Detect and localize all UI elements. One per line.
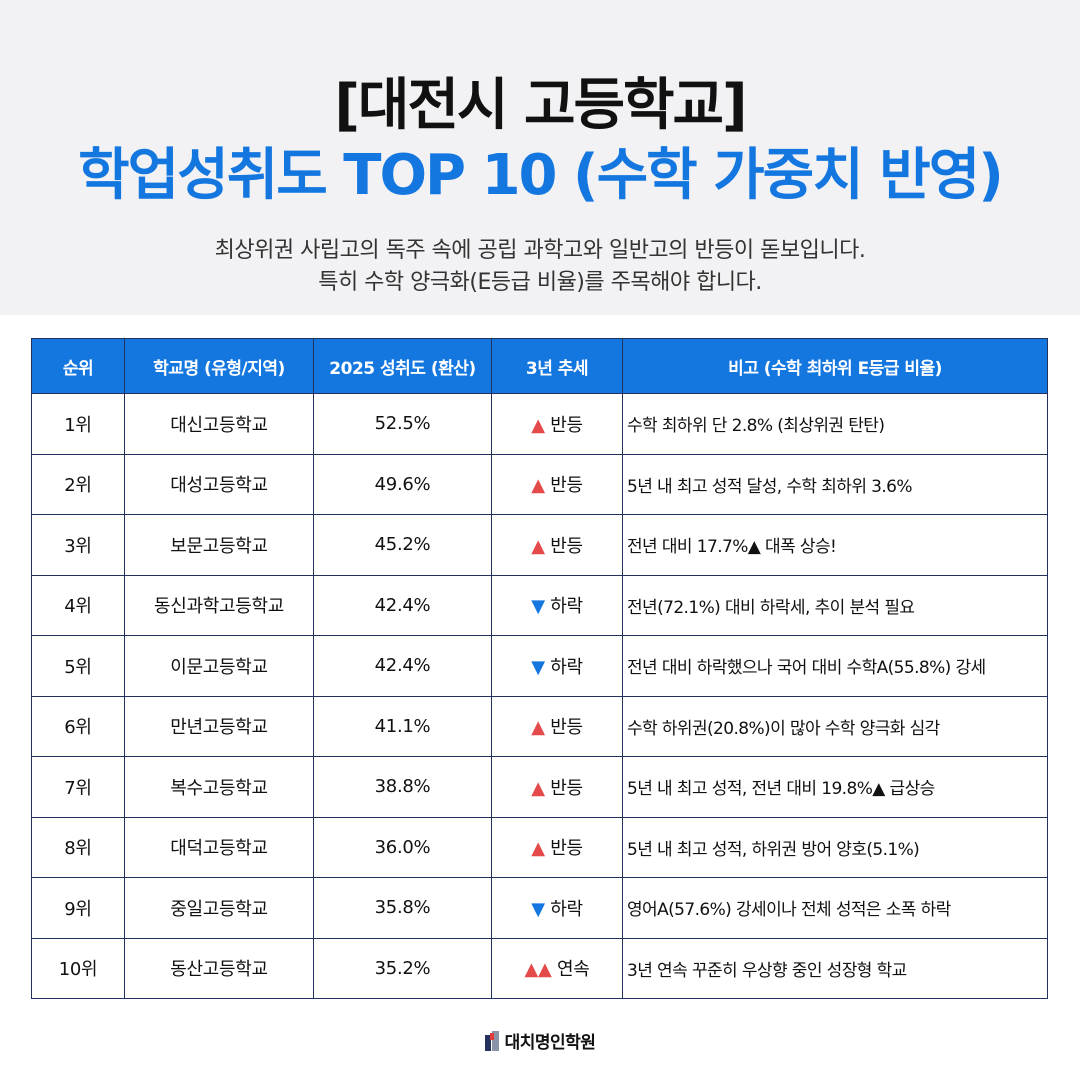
- description-line-1: 최상위권 사립고의 독주 속에 공립 과학고와 일반고의 반등이 돋보입니다.: [214, 238, 866, 263]
- trend-cell: ▼ 하락: [491, 877, 623, 939]
- column-header-score: 2025 성취도 (환산): [313, 338, 492, 394]
- rank-cell: 8위: [31, 816, 125, 878]
- brand-name: 대치명인학원: [504, 1033, 596, 1053]
- trend-up-icon: ▲: [531, 414, 545, 436]
- trend-label: 반등: [550, 535, 583, 557]
- table-body: 1위 대신고등학교 52.5% ▲ 반등 수학 최하위 단 2.8% (최상위권 탄탄)…: [31, 393, 1048, 999]
- score-cell: 41.1%: [313, 695, 492, 757]
- note-cell: 5년 내 최고 성적, 전년 대비 19.8%▲ 급상승: [622, 756, 1048, 818]
- column-header-rank: 순위: [31, 338, 125, 394]
- trend-label: 하락: [550, 898, 583, 920]
- table-row: 7위 복수고등학교 38.8% ▲ 반등 5년 내 최고 성적, 전년 대비 19.8%…: [31, 756, 1048, 818]
- school-name-cell: 동산고등학교: [124, 937, 314, 999]
- table-row: 10위 동산고등학교 35.2% ▲▲ 연속 3년 연속 꾸준히 우상향 중인 성장형 …: [31, 937, 1048, 999]
- school-name-cell: 대덕고등학교: [124, 816, 314, 878]
- page-title: [대전시 고등학교]: [334, 73, 747, 138]
- score-cell: 42.4%: [313, 574, 492, 636]
- trend-up-icon: ▲: [531, 838, 545, 860]
- footer: 대치명인학원: [0, 1028, 1080, 1053]
- school-name-cell: 이문고등학교: [124, 635, 314, 697]
- score-cell: 49.6%: [313, 453, 492, 515]
- score-cell: 52.5%: [313, 393, 492, 455]
- note-cell: 수학 하위권(20.8%)이 많아 수학 양극화 심각: [622, 695, 1048, 757]
- ranking-table: 순위 학교명 (유형/지역) 2025 성취도 (환산) 3년 추세 비고 (수…: [31, 338, 1048, 999]
- trend-cell: ▲ 반등: [491, 393, 623, 455]
- trend-label: 하락: [550, 656, 583, 678]
- score-cell: 38.8%: [313, 756, 492, 818]
- rank-cell: 6위: [31, 695, 125, 757]
- school-name-cell: 대신고등학교: [124, 393, 314, 455]
- trend-down-icon: ▼: [531, 656, 545, 678]
- trend-cell: ▲ 반등: [491, 756, 623, 818]
- note-cell: 3년 연속 꾸준히 우상향 중인 성장형 학교: [622, 937, 1048, 999]
- trend-label: 하락: [550, 596, 583, 618]
- trend-down-icon: ▼: [531, 898, 545, 920]
- note-cell: 전년(72.1%) 대비 하락세, 추이 분석 필요: [622, 574, 1048, 636]
- column-header-school: 학교명 (유형/지역): [124, 338, 314, 394]
- table-row: 9위 중일고등학교 35.8% ▼ 하락 영어A(57.6%) 강세이나 전체 성적은 …: [31, 877, 1048, 939]
- school-name-cell: 대성고등학교: [124, 453, 314, 515]
- description-line-2: 특히 수학 양극화(E등급 비율)를 주목해야 합니다.: [318, 270, 762, 295]
- trend-label: 반등: [550, 475, 583, 497]
- trend-up-icon: ▲: [531, 777, 545, 799]
- score-cell: 36.0%: [313, 816, 492, 878]
- school-name-cell: 만년고등학교: [124, 695, 314, 757]
- page-subtitle-highlight: 학업성취도 TOP 10 (수학 가중치 반영): [78, 143, 1004, 208]
- note-cell: 5년 내 최고 성적, 하위권 방어 양호(5.1%): [622, 816, 1048, 878]
- trend-cell: ▲ 반등: [491, 695, 623, 757]
- score-cell: 42.4%: [313, 635, 492, 697]
- note-cell: 수학 최하위 단 2.8% (최상위권 탄탄): [622, 393, 1048, 455]
- school-name-cell: 복수고등학교: [124, 756, 314, 818]
- table-row: 1위 대신고등학교 52.5% ▲ 반등 수학 최하위 단 2.8% (최상위권 탄탄): [31, 393, 1048, 455]
- trend-cell: ▲ 반등: [491, 514, 623, 576]
- trend-cell: ▲ 반등: [491, 816, 623, 878]
- table-row: 8위 대덕고등학교 36.0% ▲ 반등 5년 내 최고 성적, 하위권 방어 양호(5…: [31, 816, 1048, 878]
- note-cell: 5년 내 최고 성적 달성, 수학 최하위 3.6%: [622, 453, 1048, 515]
- trend-cell: ▲ 반등: [491, 453, 623, 515]
- table-row: 4위 동신과학고등학교 42.4% ▼ 하락 전년(72.1%) 대비 하락세, 추이 …: [31, 574, 1048, 636]
- column-header-trend: 3년 추세: [491, 338, 623, 394]
- score-cell: 45.2%: [313, 514, 492, 576]
- table-header: 순위 학교명 (유형/지역) 2025 성취도 (환산) 3년 추세 비고 (수…: [31, 338, 1048, 394]
- note-cell: 전년 대비 17.7%▲ 대폭 상승!: [622, 514, 1048, 576]
- score-cell: 35.8%: [313, 877, 492, 939]
- rank-cell: 7위: [31, 756, 125, 818]
- table-row: 2위 대성고등학교 49.6% ▲ 반등 5년 내 최고 성적 달성, 수학 최하위 3…: [31, 453, 1048, 515]
- trend-cell: ▼ 하락: [491, 574, 623, 636]
- rank-cell: 2위: [31, 453, 125, 515]
- trend-up-icon: ▲: [531, 475, 545, 497]
- rank-cell: 9위: [31, 877, 125, 939]
- trend-up-icon: ▲▲: [524, 959, 552, 981]
- column-header-note: 비고 (수학 최하위 E등급 비율): [622, 338, 1048, 394]
- rank-cell: 1위: [31, 393, 125, 455]
- trend-label: 반등: [550, 777, 583, 799]
- trend-label: 연속: [556, 959, 590, 981]
- header-banner: [대전시 고등학교] 학업성취도 TOP 10 (수학 가중치 반영) 최상위권…: [0, 0, 1080, 315]
- trend-up-icon: ▲: [531, 717, 545, 739]
- trend-label: 반등: [550, 717, 583, 739]
- trend-cell: ▲▲ 연속: [491, 937, 623, 999]
- note-cell: 영어A(57.6%) 강세이나 전체 성적은 소폭 하락: [622, 877, 1048, 939]
- school-name-cell: 동신과학고등학교: [124, 574, 314, 636]
- note-cell: 전년 대비 하락했으나 국어 대비 수학A(55.8%) 강세: [622, 635, 1048, 697]
- table-row: 5위 이문고등학교 42.4% ▼ 하락 전년 대비 하락했으나 국어 대비 수학A(5…: [31, 635, 1048, 697]
- trend-cell: ▼ 하락: [491, 635, 623, 697]
- trend-down-icon: ▼: [531, 596, 545, 618]
- rank-cell: 3위: [31, 514, 125, 576]
- academy-logo-icon: [484, 1030, 499, 1051]
- table-row: 3위 보문고등학교 45.2% ▲ 반등 전년 대비 17.7%▲ 대폭 상승!: [31, 514, 1048, 576]
- rank-cell: 4위: [31, 574, 125, 636]
- table-row: 6위 만년고등학교 41.1% ▲ 반등 수학 하위권(20.8%)이 많아 수학 양극…: [31, 695, 1048, 757]
- trend-label: 반등: [550, 838, 583, 860]
- trend-label: 반등: [550, 414, 583, 436]
- trend-up-icon: ▲: [531, 535, 545, 557]
- score-cell: 35.2%: [313, 937, 492, 999]
- rank-cell: 5위: [31, 635, 125, 697]
- school-name-cell: 보문고등학교: [124, 514, 314, 576]
- rank-cell: 10위: [31, 937, 125, 999]
- school-name-cell: 중일고등학교: [124, 877, 314, 939]
